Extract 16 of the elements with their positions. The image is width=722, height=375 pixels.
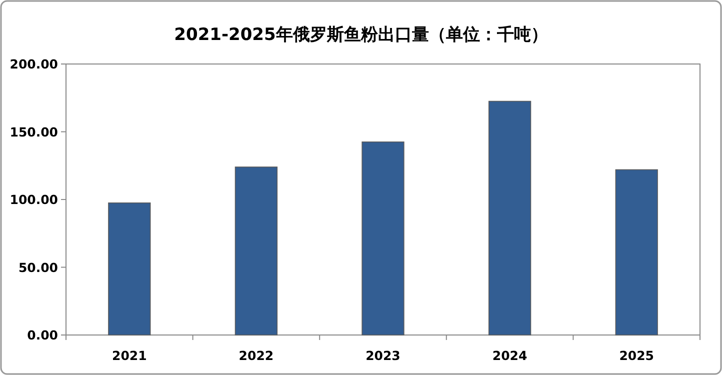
- y-tick-label: 0.00: [27, 328, 58, 342]
- x-tick-label: 2024: [492, 348, 528, 363]
- y-tick-label: 100.00: [10, 192, 58, 207]
- bar: [234, 166, 278, 336]
- x-tick-label: 2022: [238, 348, 274, 363]
- x-tick-label: 2023: [366, 348, 400, 363]
- x-tick-label: 2025: [619, 348, 654, 363]
- bar: [108, 202, 151, 336]
- y-tick-label: 150.00: [10, 124, 58, 140]
- chart-title: 2021-2025年俄罗斯鱼粉出口量（单位：千吨）: [174, 25, 548, 45]
- bar: [362, 142, 404, 336]
- y-tick-label: 200.00: [10, 56, 58, 72]
- y-tick-label: 50.00: [18, 260, 58, 275]
- bar: [488, 100, 532, 336]
- bar: [615, 169, 658, 336]
- x-tick-label: 2021: [112, 348, 147, 363]
